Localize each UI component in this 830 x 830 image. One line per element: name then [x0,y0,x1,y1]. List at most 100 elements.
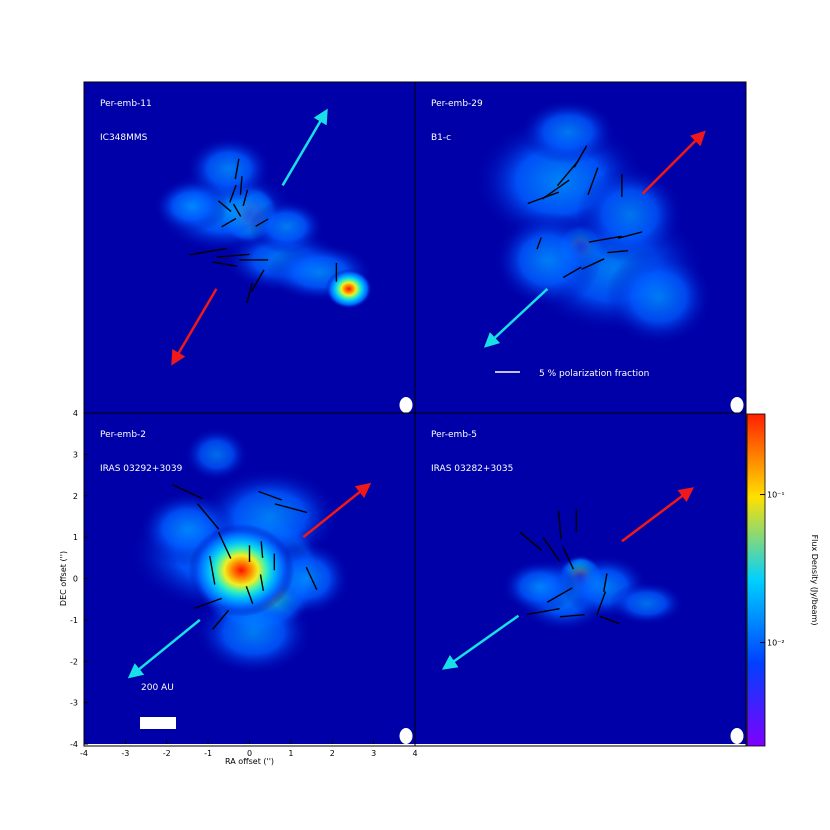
colorbar-tick-label: 10⁻¹ [767,491,785,500]
polarization-vector [212,609,230,630]
polarization-vector [232,203,242,217]
x-tick-label: 4 [412,749,417,758]
polarization-vector [212,261,238,267]
polarization-vector [581,258,605,270]
polarization-vector [617,231,643,239]
polarization-vector [217,531,232,559]
y-tick-label: -2 [70,657,78,666]
emission-blob [184,427,249,482]
polarization-vector [259,574,265,591]
x-tick-label: -2 [163,749,171,758]
polarization-scale-label: 5 % polarization fraction [539,369,649,379]
emission-blob [576,165,684,263]
polarization-vector [189,247,227,256]
x-tick-label: -4 [80,749,88,758]
colorbar [746,413,766,747]
colorbar-label: Flux Density (Jy/beam) [810,535,819,626]
polarization-vector [172,483,203,500]
polarization-vector [305,566,318,591]
x-tick-label: 0 [247,749,252,758]
polarization-vector [587,167,599,196]
emission-blob [493,211,602,309]
polarization-vector [239,176,243,195]
x-tick-label: -3 [121,749,129,758]
physical-scale-bar [140,717,176,729]
source-name: Per-emb-29 [431,99,483,109]
polarization-vector [556,159,580,187]
x-tick-label: 3 [371,749,376,758]
beam-ellipse [399,728,413,744]
outflow-arrow-red [641,130,706,195]
polarization-vector [196,503,220,530]
source-name: Per-emb-5 [431,430,477,440]
outflow-arrow-blue [127,618,201,679]
polarization-vector [557,510,562,540]
x-tick-label: 1 [288,749,293,758]
y-tick-label: 0 [73,575,78,584]
outflow-arrow-blue [483,287,549,348]
y-tick-label: 4 [73,409,78,418]
polarization-vector [559,613,585,618]
x-axis-label: RA offset ('') [225,757,274,766]
beam-ellipse [730,728,744,744]
polarization-vector [245,586,254,605]
panel-Per-emb-29: Per-emb-29 B1-c 5 % polarization fraction [415,82,746,413]
source-name: Per-emb-2 [100,430,146,440]
polarization-vector [194,597,222,609]
emission-blob [609,581,685,625]
emission-blob [249,199,325,254]
polarization-vector [258,490,283,501]
physical-scale-label: 200 AU [141,683,174,693]
outflow-arrow-red [621,487,695,543]
source-alias: IRAS 03292+3039 [100,464,183,474]
source-alias: IRAS 03282+3035 [431,464,513,474]
y-tick-label: -4 [70,740,78,749]
polarization-vector [221,217,237,228]
polarization-vector [542,537,561,562]
outflow-arrow-blue [441,614,520,670]
y-tick-label: 1 [73,533,78,542]
polarization-vector [250,269,265,292]
emission-blob [325,269,372,309]
emission-blob [501,559,577,614]
polarization-vector [519,531,543,552]
polarization-vector [599,615,620,625]
polarization-vector [546,587,573,603]
y-tick-label: 3 [73,450,78,459]
polarization-vector [229,184,237,203]
panel-Per-emb-5: Per-emb-5 IRAS 03282+3035 [415,413,746,744]
outflow-arrow-blue [281,108,328,187]
polarization-vector [242,189,249,207]
y-axis-label: DEC offset ('') [59,551,68,606]
emission-blob [153,179,230,234]
emission-blob [188,523,295,617]
polarization-vector [274,503,308,514]
polarization-vector [209,555,216,585]
panel-Per-emb-11: Per-emb-11 IC348MMS [84,82,415,413]
polarization-vector [234,158,240,180]
polarization-vector [526,608,560,616]
source-alias: B1-c [431,133,451,143]
x-tick-label: 2 [330,749,335,758]
y-tick-label: 2 [73,492,78,501]
polarization-vector [607,250,629,254]
outflow-arrow-red [171,288,218,366]
emission-blob [605,248,713,346]
polarization-vector [216,253,250,258]
x-tick-label: -1 [204,749,212,758]
panel-Per-emb-2: Per-emb-2 IRAS 03292+3039 200 AU [84,413,415,744]
source-name: Per-emb-11 [100,99,152,109]
polarization-vector [562,266,582,279]
polarization-vector [603,573,608,592]
emission-blob [519,99,617,164]
beam-ellipse [730,397,744,413]
polarization-vector [536,237,542,250]
polarization-vector [527,191,560,205]
colorbar-tick-label: 10⁻² [767,639,785,648]
polarization-vector [260,541,264,558]
y-tick-label: -1 [70,616,78,625]
polarization-vector [246,282,253,304]
beam-ellipse [399,397,413,413]
y-tick-label: -3 [70,699,78,708]
